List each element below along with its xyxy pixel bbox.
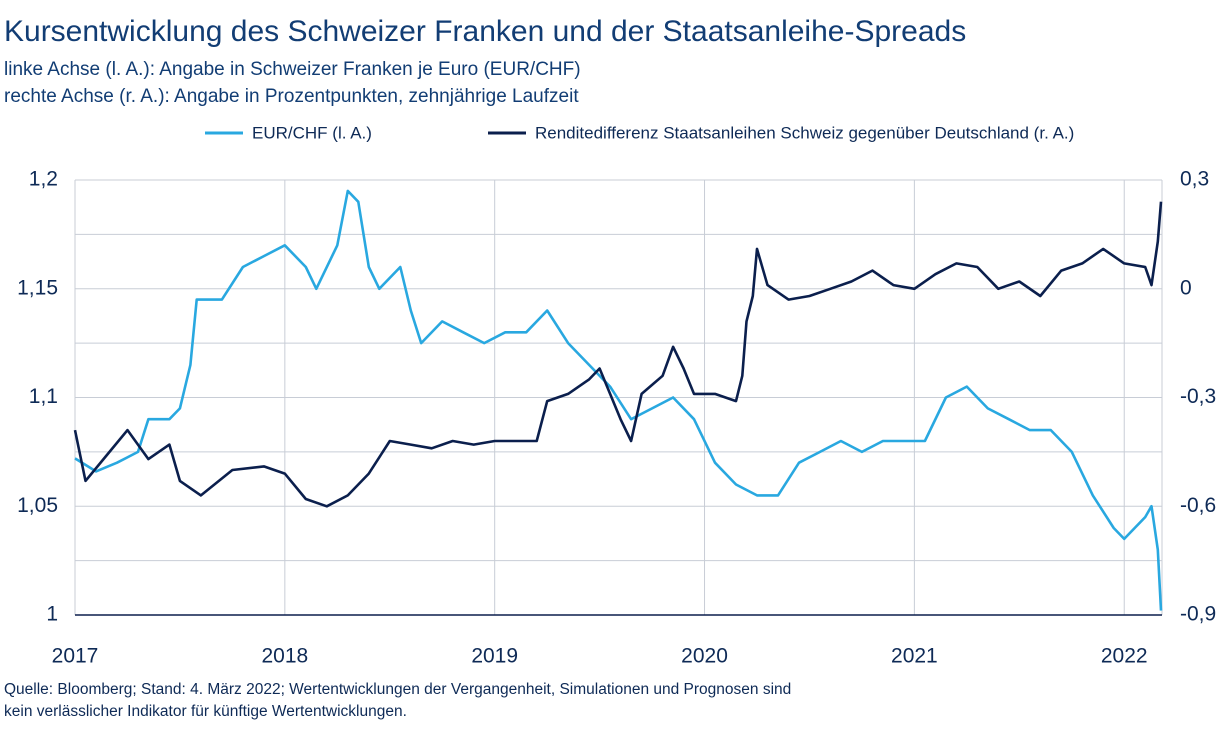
chart-title: Kursentwicklung des Schweizer Franken un… [4, 15, 966, 48]
legend-label: EUR/CHF (l. A.) [252, 123, 372, 142]
legend-label: Renditedifferenz Staatsanleihen Schweiz … [535, 123, 1074, 142]
source-note: Quelle: Bloomberg; Stand: 4. März 2022; … [4, 681, 791, 698]
series-line [73, 201, 1163, 508]
y2-tick-label: -0,9 [1180, 603, 1216, 626]
x-tick-label: 2017 [52, 645, 99, 668]
x-tick-label: 2019 [471, 645, 518, 668]
y2-tick-label: -0,3 [1180, 385, 1216, 408]
y2-tick-label: 0,3 [1180, 168, 1209, 191]
subtitle: linke Achse (l. A.): Angabe in Schweizer… [4, 59, 581, 80]
source-note: kein verlässlicher Indikator für künftig… [4, 703, 407, 720]
y-tick-label: 1,15 [17, 276, 58, 299]
series-line [74, 189, 1163, 611]
y2-tick-label: 0 [1180, 276, 1192, 299]
y-tick-label: 1 [46, 603, 58, 626]
y-tick-label: 1,05 [17, 494, 58, 517]
subtitle: rechte Achse (r. A.): Angabe in Prozentp… [4, 86, 579, 107]
x-tick-label: 2020 [681, 645, 728, 668]
y2-tick-label: -0,6 [1180, 494, 1216, 517]
x-tick-label: 2022 [1101, 645, 1148, 668]
x-tick-label: 2021 [891, 645, 938, 668]
y-tick-label: 1,1 [29, 385, 58, 408]
x-tick-label: 2018 [261, 645, 308, 668]
y-tick-label: 1,2 [29, 168, 58, 191]
